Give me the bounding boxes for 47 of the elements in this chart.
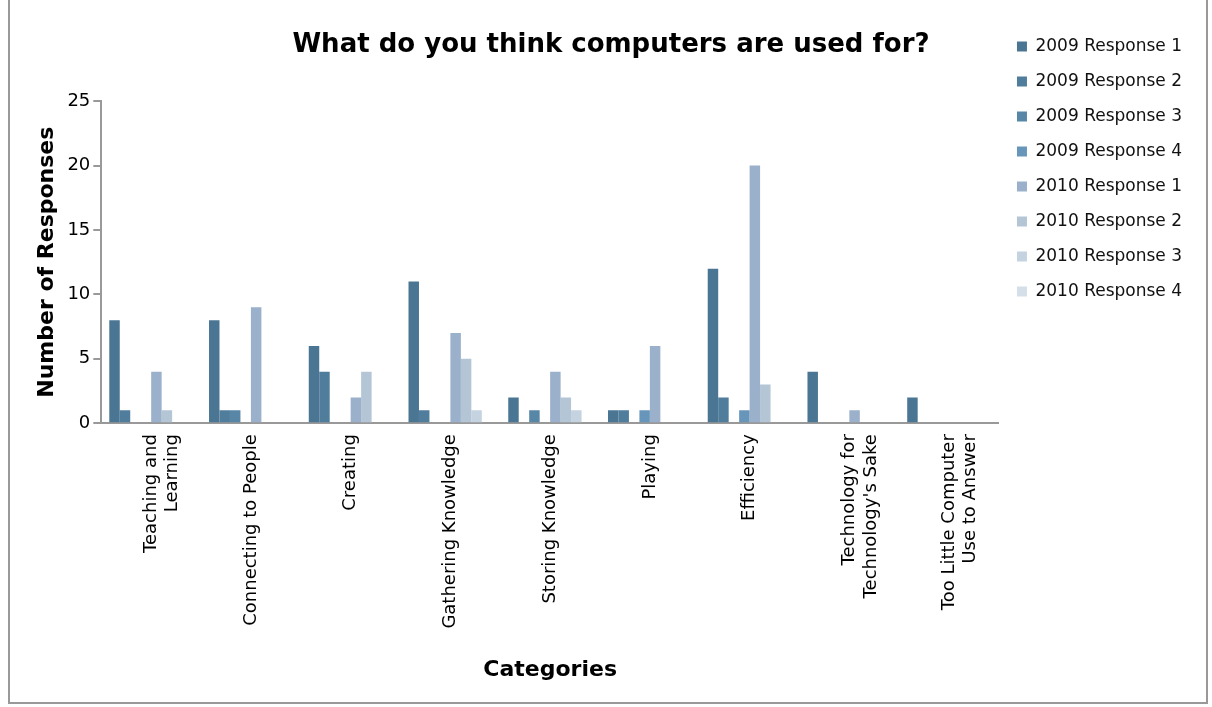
bar [760,384,771,423]
bar [807,371,818,423]
bar [151,371,162,423]
x-tick-label: Playing [637,434,659,500]
x-tick-label: Connecting to People [238,434,260,626]
bar [749,165,761,423]
y-axis-title: Number of Responses [32,126,58,398]
legend-label: 2010 Response 2 [1035,209,1183,230]
legend-label: 2010 Response 4 [1035,279,1183,300]
y-tick-label: 20 [67,153,91,175]
x-tick-label: Creating [338,434,360,511]
y-tick-label: 10 [67,282,91,304]
bar [571,410,582,423]
legend-label: 2010 Response 3 [1035,244,1183,265]
legend-label: 2009 Response 3 [1035,104,1183,125]
legend-label: 2009 Response 2 [1035,69,1183,90]
bar [450,333,461,423]
x-tick-label: Gathering Knowledge [438,434,460,629]
bar [639,410,650,423]
y-tick-label: 5 [78,346,91,368]
legend-label: 2009 Response 4 [1035,139,1183,160]
bar [471,410,482,423]
x-tick-label: Technology for Technology's Sake [837,433,880,600]
bar [361,371,372,423]
y-tick-label: 0 [78,410,91,432]
bar [739,410,750,423]
x-tick-label: Storing Knowledge [537,434,559,604]
legend-label: 2009 Response 1 [1035,34,1183,55]
x-axis-title: Categories [483,655,617,681]
chart-title: What do you think computers are used for? [292,28,930,59]
legend-label: 2010 Response 1 [1035,174,1183,195]
bar [250,307,262,423]
bar [560,397,572,423]
x-tick-label: Efficiency [737,433,759,521]
bar [161,410,173,423]
x-tick-label: Too Little Computer Use to Answer [936,433,980,612]
bar [460,358,472,423]
y-tick-label: 25 [67,88,91,110]
bar [508,397,519,423]
bar [907,397,918,423]
bar [550,371,561,423]
x-tick-label: Teaching and Learning [138,434,182,554]
bar [649,345,661,423]
bar [529,410,540,423]
y-tick-label: 15 [67,217,91,239]
bar [350,397,362,423]
bar [849,410,860,423]
